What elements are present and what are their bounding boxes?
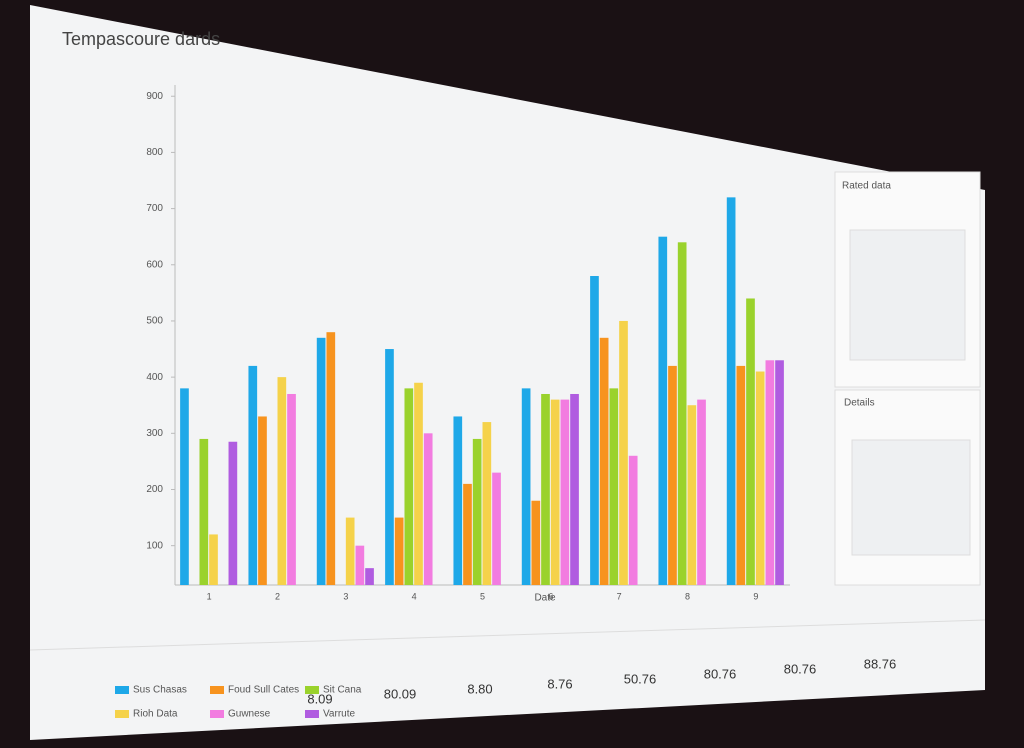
bar (736, 365, 746, 585)
bar (668, 365, 677, 585)
legend-label: Foud Sull Cates (228, 685, 299, 696)
bar (550, 399, 560, 585)
bar (248, 365, 258, 585)
chart-title: Tempascoure dards (62, 29, 220, 49)
x-tick-label: 7 (617, 591, 622, 601)
legend-label: Sit Cana (323, 685, 362, 696)
bar (258, 416, 267, 585)
x-tick-label: 9 (753, 591, 758, 601)
bar (697, 399, 706, 585)
legend-swatch (115, 686, 129, 694)
bar (541, 393, 550, 585)
bar (472, 438, 482, 585)
bar (287, 393, 296, 585)
bar (726, 197, 736, 585)
x-tick-label: 2 (275, 591, 280, 601)
summary-value: 8.76 (547, 676, 572, 691)
bar (492, 472, 501, 585)
bar (609, 388, 619, 585)
summary-value: 8.80 (467, 681, 492, 696)
bar (482, 422, 492, 585)
bar (385, 349, 394, 585)
bar (463, 483, 472, 585)
y-tick-label: 500 (146, 316, 163, 327)
bar (414, 382, 423, 585)
bar (677, 242, 687, 585)
x-tick-label: 1 (207, 591, 212, 601)
bar (423, 433, 433, 585)
legend-swatch (115, 710, 129, 718)
bar (355, 545, 365, 585)
summary-value: 80.76 (704, 666, 737, 681)
bar (209, 534, 218, 585)
bar (775, 360, 784, 585)
legend-swatch (305, 686, 319, 694)
y-tick-label: 700 (146, 203, 163, 214)
legend-label: Varrute (323, 709, 355, 720)
bar (326, 332, 336, 585)
y-tick-label: 800 (146, 147, 163, 158)
bar (228, 441, 238, 585)
legend-label: Sus Chasas (133, 685, 187, 696)
y-tick-label: 200 (146, 484, 163, 495)
bar (570, 393, 579, 585)
divider (29, 619, 986, 651)
bar (394, 517, 404, 585)
legend-swatch (210, 686, 224, 694)
panel-title: Rated data (842, 181, 891, 192)
bar (404, 388, 414, 585)
bar (345, 517, 355, 585)
x-tick-label: 8 (685, 591, 690, 601)
bar (619, 320, 628, 585)
x-tick-label: 3 (343, 591, 348, 601)
bar (316, 337, 326, 585)
legend-swatch (210, 710, 224, 718)
y-tick-label: 400 (146, 372, 163, 383)
bar (521, 388, 531, 585)
bar (277, 377, 287, 585)
x-tick-label: 6 (548, 591, 553, 601)
summary-value: 80.09 (384, 686, 417, 701)
panel-plot (851, 439, 971, 556)
x-axis-label: Date (534, 593, 556, 604)
summary-value: 80.76 (784, 661, 817, 676)
panel-title: Details (844, 398, 875, 409)
summary-value: 50.76 (624, 671, 657, 686)
bar (180, 388, 189, 585)
bar (560, 399, 570, 585)
bar (658, 236, 668, 585)
y-tick-label: 900 (146, 91, 163, 102)
bar (453, 416, 463, 585)
legend-swatch (305, 710, 319, 718)
bar (628, 455, 638, 585)
y-tick-label: 100 (146, 540, 163, 551)
y-tick-label: 300 (146, 428, 163, 439)
x-tick-label: 4 (412, 591, 417, 601)
bar (755, 371, 765, 585)
bar (365, 568, 374, 585)
legend-label: Guwnese (228, 709, 271, 720)
panel-plot (849, 229, 966, 361)
summary-value: 88.76 (864, 656, 897, 671)
x-tick-label: 5 (480, 591, 485, 601)
bar (765, 360, 775, 585)
y-tick-label: 600 (146, 259, 163, 270)
legend-label: Rioh Data (133, 709, 178, 720)
bar (199, 438, 209, 585)
bar (687, 405, 697, 585)
bar (590, 276, 599, 585)
summary-value: 8.09 (307, 691, 332, 706)
bar (531, 500, 541, 585)
bar (599, 337, 609, 585)
bar (746, 298, 755, 585)
